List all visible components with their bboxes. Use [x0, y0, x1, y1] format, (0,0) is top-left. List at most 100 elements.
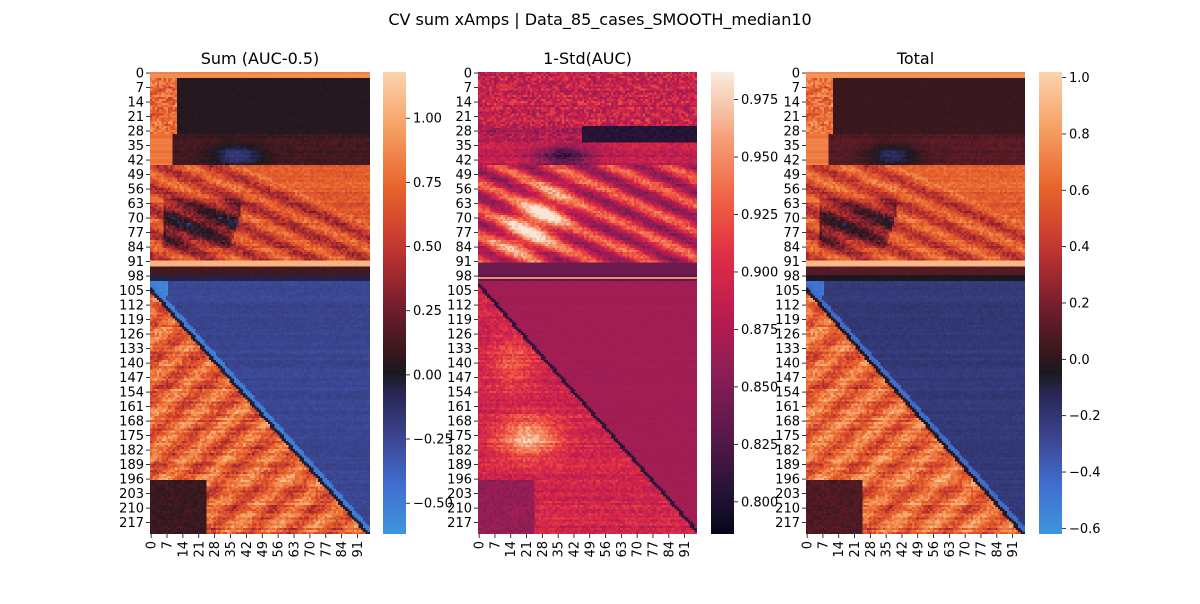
- y-tick-label: 77: [127, 226, 144, 241]
- x-tick-label: 84: [990, 541, 1005, 558]
- y-tick-label: 21: [455, 110, 472, 125]
- colorbar: −0.50 −0.25 0.00 0.25 0.50 0.75 1.00: [383, 72, 453, 534]
- x-tick-label: 21: [848, 541, 863, 558]
- y-tick-label: 168: [775, 415, 800, 430]
- x-tick-label: 77: [646, 541, 661, 558]
- x-tick-label: 42: [895, 541, 910, 558]
- y-tick-label: 189: [119, 458, 144, 473]
- heatmap-cells: [806, 72, 1025, 534]
- y-tick-label: 119: [447, 313, 472, 328]
- x-tick-label: 77: [319, 541, 334, 558]
- y-tick-label: 28: [127, 125, 144, 140]
- x-tick-label: 0: [145, 541, 160, 549]
- x-tick-label: 42: [567, 541, 582, 558]
- colorbar-tick-label: 1.0: [1069, 71, 1090, 86]
- x-tick-label: 21: [520, 541, 535, 558]
- colorbar-tick-label: 0.25: [413, 304, 442, 319]
- colorbar-tick-label: −0.6: [1069, 522, 1101, 537]
- y-tick-label: 126: [447, 328, 472, 343]
- colorbar-tick-label: 0.6: [1069, 184, 1090, 199]
- y-tick-label: 210: [119, 502, 144, 517]
- colorbar-tick-label: 0.800: [741, 495, 778, 510]
- y-tick-label: 63: [127, 197, 144, 212]
- x-tick-label: 0: [473, 541, 488, 549]
- y-tick-label: 147: [119, 371, 144, 386]
- colorbar-gradient: [711, 72, 734, 534]
- x-tick-label: 77: [974, 541, 989, 558]
- y-tick-label: 35: [455, 139, 472, 154]
- x-tick-label: 56: [599, 541, 614, 558]
- x-tick-label: 35: [880, 541, 895, 558]
- heatmap-cells: [478, 72, 697, 534]
- x-tick-label: 14: [176, 541, 191, 558]
- x-tick-label: 84: [335, 541, 350, 558]
- y-tick-label: 217: [447, 516, 472, 531]
- colorbar-tick-label: 0.925: [741, 208, 778, 223]
- y-tick-label: 203: [119, 487, 144, 502]
- y-tick-label: 42: [455, 154, 472, 169]
- figure-title: CV sum xAmps | Data_85_cases_SMOOTH_medi…: [388, 10, 812, 29]
- y-tick-label: 84: [127, 241, 144, 256]
- y-tick-label: 49: [455, 168, 472, 183]
- colorbar-tick-label: 1.00: [413, 112, 442, 127]
- colorbar-tick-label: −0.25: [413, 433, 453, 448]
- x-tick-label: 14: [832, 541, 847, 558]
- y-tick-label: 147: [447, 371, 472, 386]
- y-tick-label: 91: [455, 255, 472, 270]
- y-tick-label: 35: [127, 139, 144, 154]
- y-tick-label: 154: [447, 386, 472, 401]
- x-tick-label: 70: [959, 541, 974, 558]
- y-tick-label: 77: [455, 226, 472, 241]
- y-tick-label: 63: [783, 197, 800, 212]
- x-tick-label: 42: [240, 541, 255, 558]
- x-tick-label: 56: [927, 541, 942, 558]
- y-tick-label: 161: [447, 400, 472, 415]
- y-tick-label: 98: [455, 270, 472, 285]
- panel-title: Total: [896, 49, 934, 68]
- y-tick-label: 203: [447, 487, 472, 502]
- y-tick-label: 84: [455, 241, 472, 256]
- y-tick-label: 168: [119, 415, 144, 430]
- y-tick-label: 196: [119, 473, 144, 488]
- x-tick-label: 70: [303, 541, 318, 558]
- x-tick-label: 28: [864, 541, 879, 558]
- panel-title: 1-Std(AUC): [543, 49, 632, 68]
- colorbar-gradient: [383, 72, 406, 534]
- colorbar-tick-label: 0.850: [741, 380, 778, 395]
- heatmap-panel-2: 1-Std(AUC)071421283542495663707784919810…: [447, 49, 778, 558]
- y-tick-label: 84: [783, 241, 800, 256]
- y-tick-label: 14: [127, 96, 144, 111]
- y-tick-label: 140: [447, 357, 472, 372]
- colorbar-tick-label: 0.900: [741, 265, 778, 280]
- y-tick-label: 119: [119, 313, 144, 328]
- x-tick-label: 7: [816, 541, 831, 549]
- y-tick-label: 154: [775, 386, 800, 401]
- y-tick-label: 91: [783, 255, 800, 270]
- heatmap-cells: [150, 72, 370, 534]
- y-tick-label: 161: [119, 400, 144, 415]
- x-tick-label: 7: [161, 541, 176, 549]
- colorbar-tick-label: 0.0: [1069, 353, 1090, 368]
- y-tick-label: 175: [119, 429, 144, 444]
- y-tick-label: 175: [447, 429, 472, 444]
- y-tick-label: 196: [775, 473, 800, 488]
- y-tick-label: 56: [783, 183, 800, 198]
- y-tick-label: 189: [447, 458, 472, 473]
- y-tick-label: 119: [775, 313, 800, 328]
- colorbar: −0.6 −0.4 −0.2 0.0 0.2 0.4 0.6 0.8 1.0: [1039, 71, 1101, 537]
- y-tick-label: 105: [119, 284, 144, 299]
- y-tick-label: 14: [455, 96, 472, 111]
- colorbar-tick-label: 0.4: [1069, 240, 1090, 255]
- y-tick-label: 140: [119, 357, 144, 372]
- y-tick-label: 210: [447, 502, 472, 517]
- y-tick-label: 182: [775, 444, 800, 459]
- x-tick-label: 0: [801, 541, 816, 549]
- colorbar-tick-label: 0.975: [741, 93, 778, 108]
- y-tick-label: 7: [792, 81, 800, 96]
- y-tick-label: 217: [775, 516, 800, 531]
- y-tick-label: 98: [783, 270, 800, 285]
- y-tick-label: 77: [783, 226, 800, 241]
- y-tick-label: 182: [119, 444, 144, 459]
- y-tick-label: 63: [455, 197, 472, 212]
- x-tick-label: 63: [943, 541, 958, 558]
